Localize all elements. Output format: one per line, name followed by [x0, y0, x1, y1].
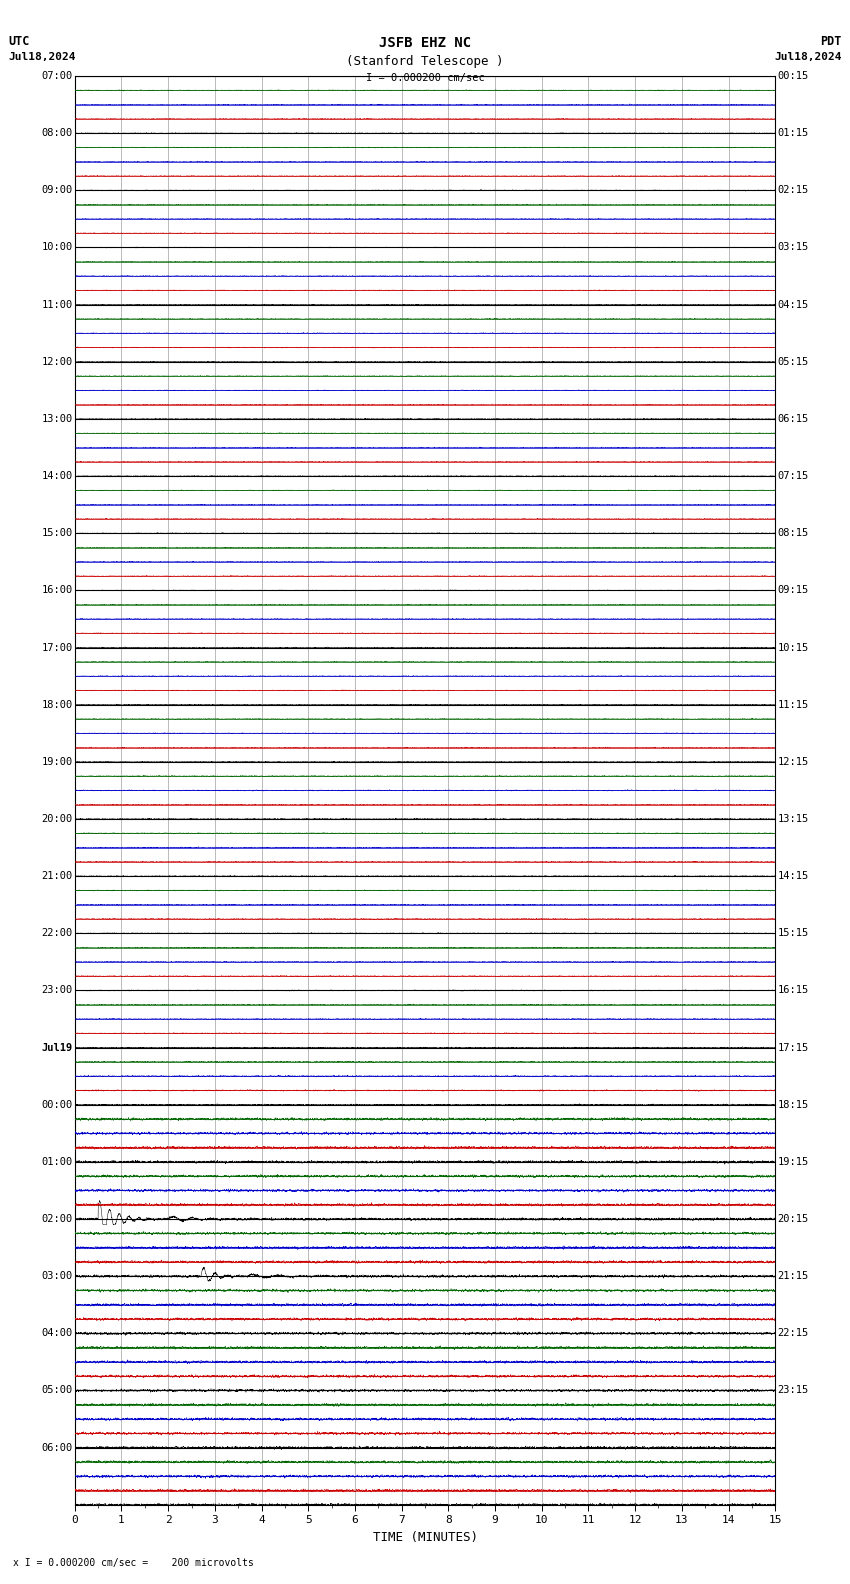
Text: 12:15: 12:15 — [777, 757, 808, 767]
Text: Jul19: Jul19 — [42, 1042, 73, 1053]
Text: 02:15: 02:15 — [777, 185, 808, 195]
Text: 08:15: 08:15 — [777, 527, 808, 539]
Text: 00:15: 00:15 — [777, 71, 808, 81]
Text: 22:00: 22:00 — [42, 928, 73, 938]
Text: 21:15: 21:15 — [777, 1272, 808, 1281]
Text: 19:15: 19:15 — [777, 1156, 808, 1167]
Text: 16:15: 16:15 — [777, 985, 808, 995]
Text: Jul18,2024: Jul18,2024 — [8, 52, 76, 62]
Text: 06:00: 06:00 — [42, 1443, 73, 1453]
Text: 13:00: 13:00 — [42, 413, 73, 425]
Text: x I = 0.000200 cm/sec =    200 microvolts: x I = 0.000200 cm/sec = 200 microvolts — [13, 1559, 253, 1568]
Text: I = 0.000200 cm/sec: I = 0.000200 cm/sec — [366, 73, 484, 82]
Text: (Stanford Telescope ): (Stanford Telescope ) — [346, 55, 504, 68]
Text: 00:00: 00:00 — [42, 1099, 73, 1110]
Text: 12:00: 12:00 — [42, 356, 73, 367]
Text: 05:00: 05:00 — [42, 1386, 73, 1396]
Text: 04:15: 04:15 — [777, 299, 808, 309]
Text: 03:15: 03:15 — [777, 242, 808, 252]
Text: 10:00: 10:00 — [42, 242, 73, 252]
Text: 06:15: 06:15 — [777, 413, 808, 425]
Text: 17:15: 17:15 — [777, 1042, 808, 1053]
Text: 05:15: 05:15 — [777, 356, 808, 367]
Text: JSFB EHZ NC: JSFB EHZ NC — [379, 36, 471, 51]
Text: 13:15: 13:15 — [777, 814, 808, 824]
Text: 18:15: 18:15 — [777, 1099, 808, 1110]
Text: 09:15: 09:15 — [777, 586, 808, 596]
Text: 07:15: 07:15 — [777, 470, 808, 482]
Text: 08:00: 08:00 — [42, 128, 73, 138]
Text: 10:15: 10:15 — [777, 643, 808, 653]
Text: PDT: PDT — [820, 35, 842, 48]
Text: 20:00: 20:00 — [42, 814, 73, 824]
Text: 19:00: 19:00 — [42, 757, 73, 767]
Text: 14:15: 14:15 — [777, 871, 808, 881]
Text: 16:00: 16:00 — [42, 586, 73, 596]
Text: 23:15: 23:15 — [777, 1386, 808, 1396]
Text: 23:00: 23:00 — [42, 985, 73, 995]
Text: 07:00: 07:00 — [42, 71, 73, 81]
Text: 14:00: 14:00 — [42, 470, 73, 482]
Text: 11:00: 11:00 — [42, 299, 73, 309]
X-axis label: TIME (MINUTES): TIME (MINUTES) — [372, 1530, 478, 1544]
Text: 15:00: 15:00 — [42, 527, 73, 539]
Text: 01:00: 01:00 — [42, 1156, 73, 1167]
Text: 22:15: 22:15 — [777, 1329, 808, 1338]
Text: 20:15: 20:15 — [777, 1213, 808, 1224]
Text: 01:15: 01:15 — [777, 128, 808, 138]
Text: 04:00: 04:00 — [42, 1329, 73, 1338]
Text: UTC: UTC — [8, 35, 30, 48]
Text: 18:00: 18:00 — [42, 700, 73, 710]
Text: 03:00: 03:00 — [42, 1272, 73, 1281]
Text: 09:00: 09:00 — [42, 185, 73, 195]
Text: 15:15: 15:15 — [777, 928, 808, 938]
Text: 17:00: 17:00 — [42, 643, 73, 653]
Text: Jul18,2024: Jul18,2024 — [774, 52, 842, 62]
Text: 11:15: 11:15 — [777, 700, 808, 710]
Text: 02:00: 02:00 — [42, 1213, 73, 1224]
Text: 21:00: 21:00 — [42, 871, 73, 881]
